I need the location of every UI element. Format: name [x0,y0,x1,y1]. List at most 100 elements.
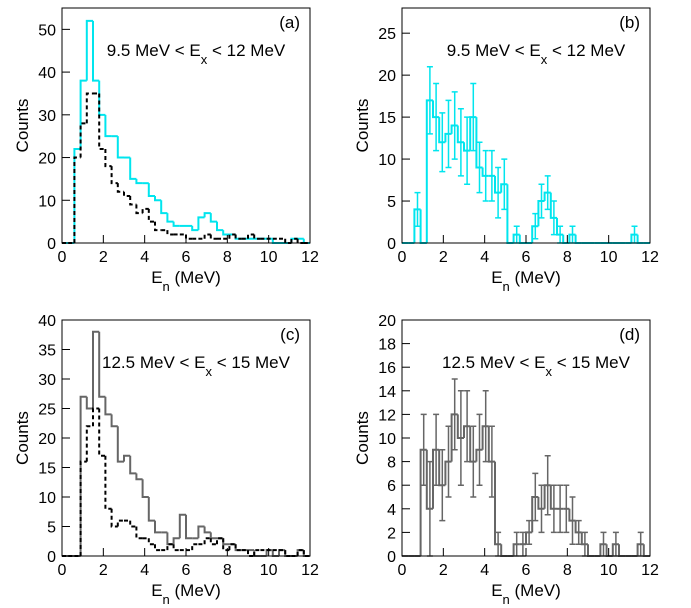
error-bar [426,66,433,135]
x-axis-label-symbol: E [491,581,502,600]
y-tick-label: 40 [38,313,56,330]
y-tick-label: 15 [38,461,56,478]
y-tick-label: 25 [38,402,56,419]
histogram-bin [537,200,545,227]
histogram-bin [166,213,174,223]
y-tick-label: 10 [38,490,56,507]
y-tick-label: 50 [38,22,56,39]
y-tick-label: 5 [47,520,56,537]
histogram-bin [599,543,607,556]
histogram-bin [197,216,205,231]
histogram-bin [135,526,143,540]
histogram-bin [154,520,162,534]
histogram-bin [611,543,619,556]
histogram-bin [203,212,211,218]
histogram-bin [116,519,124,527]
error-bar [501,158,508,211]
histogram-bin [438,117,446,144]
error-bar [563,484,570,534]
histogram-bin [85,396,93,410]
y-tick-label: 20 [38,431,56,448]
error-bar [439,112,446,173]
y-tick-label: 30 [38,108,56,125]
histogram-bin [525,531,533,545]
histogram-bin [494,461,502,546]
y-tick-label: 5 [387,194,396,211]
error-bar [550,484,557,534]
y-tick-label: 2 [387,525,396,542]
histogram-bin [432,100,440,119]
histogram-bin [129,455,137,475]
x-axis-label-subscript: n [163,592,170,607]
y-tick-label: 25 [378,26,396,43]
y-tick-label: 15 [378,110,396,127]
y-tick-label: 0 [47,549,56,566]
y-tick-label: 20 [378,68,396,85]
histogram-bin [203,537,211,545]
x-axis-label-unit: (MeV) [170,268,221,287]
histogram-bin [531,496,539,533]
x-tick-label: 12 [301,562,319,579]
y-tick-label: 4 [387,502,396,519]
x-tick-label: 10 [600,562,618,579]
histogram-bin [216,537,224,545]
histogram-bin [209,532,217,540]
histogram-bin [216,221,224,232]
error-bar [445,99,452,169]
histogram-bin [543,191,551,202]
y-axis-label: Counts [13,99,32,153]
x-tick-label: 10 [260,249,278,266]
y-tick-label: 18 [378,337,396,354]
x-axis-label-symbol: E [151,581,162,600]
x-tick-label: 4 [140,562,149,579]
y-tick-label: 0 [47,236,56,253]
error-bar [470,82,477,152]
x-tick-label: 8 [563,562,572,579]
annotation-text: < 12 MeV [547,41,626,60]
histogram-bin [116,136,124,159]
annotation-text: < 15 MeV [212,353,291,372]
y-tick-label: 35 [38,343,56,360]
histogram-bin [549,192,557,219]
x-axis-label-symbol: E [491,268,502,287]
error-bar [526,519,533,545]
histogram-bin [85,92,93,124]
histogram-bin [73,156,81,243]
error-bar [433,413,440,486]
histogram-bin [110,166,118,185]
histogram-bin [618,544,626,557]
histogram-bin [228,543,236,551]
histogram-bin [172,544,180,552]
x-axis-label: En (MeV) [151,268,221,294]
histogram-bin [209,234,217,240]
error-bar [557,484,564,534]
x-axis-label-subscript: n [163,279,170,294]
panel: 0 2 4 6 8 10 12 0 2 4 6 8 10 12 14 16 18 20 (d) 12.5 MeV < … [353,313,659,607]
histogram-bin [574,234,582,244]
annotation-subscript: x [201,52,208,67]
histogram-bin [636,234,644,244]
y-tick-label: 16 [378,360,396,377]
histogram-bin [110,414,118,428]
histogram-bin [469,116,477,151]
histogram-bin [512,543,520,556]
x-tick-label: 8 [563,249,572,266]
x-tick-label: 6 [182,562,191,579]
histogram-bin [135,473,143,481]
annotation: 12.5 MeV < Ex < 15 MeV [442,353,631,379]
error-bar [538,183,545,219]
histogram-bin [568,233,576,243]
histogram-bin [92,407,100,427]
histogram-bin [203,526,211,534]
histogram-bin [481,425,489,450]
x-tick-label: 2 [99,562,108,579]
histogram-bin [543,484,551,509]
x-axis-label-subscript: n [503,592,510,607]
histogram-bin [518,234,526,244]
histogram-bin [253,234,261,240]
histogram-bin [172,537,180,545]
histogram-bin [191,225,199,232]
histogram-bin [636,543,644,556]
histogram-bin [98,93,106,150]
x-axis-label-unit: (MeV) [510,268,561,287]
